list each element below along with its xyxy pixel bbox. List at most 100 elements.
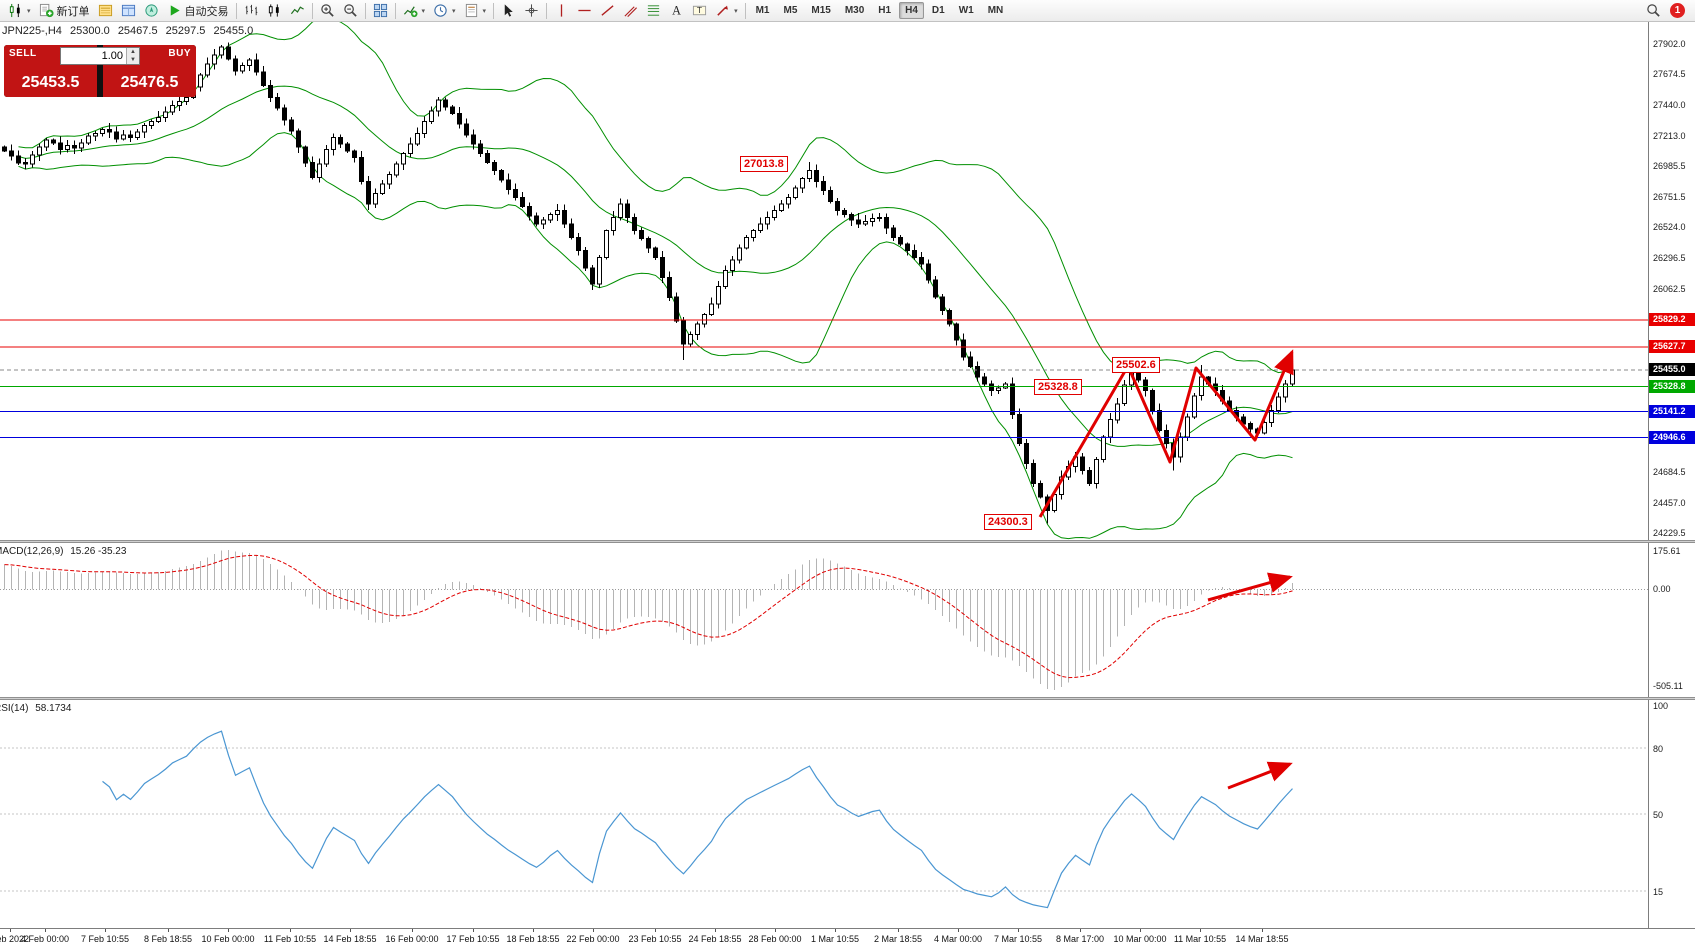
trendline-tool-button[interactable] bbox=[596, 1, 619, 20]
time-tick bbox=[1262, 929, 1263, 932]
arrow-drawing-icon bbox=[715, 3, 730, 18]
volume-increase-button[interactable]: ▲ bbox=[127, 48, 139, 56]
toolbar-right-group: 1 bbox=[1642, 1, 1691, 20]
rsi-canvas[interactable] bbox=[0, 700, 1648, 928]
dropdown-caret-icon: ▾ bbox=[27, 7, 31, 15]
crosshair-tool-button[interactable] bbox=[520, 1, 543, 20]
price-tag: 25328.8 bbox=[1649, 380, 1695, 393]
time-tick bbox=[958, 929, 959, 932]
time-tick bbox=[290, 929, 291, 932]
candle-chart-mode-button[interactable] bbox=[263, 1, 286, 20]
time-axis-label: 2 Mar 18:55 bbox=[873, 934, 923, 944]
time-tick bbox=[715, 929, 716, 932]
macd-histogram bbox=[4, 550, 1293, 690]
price-axis-label: 26524.0 bbox=[1653, 222, 1686, 232]
volume-spinner: ▲ ▼ bbox=[126, 48, 139, 64]
horizontal-line-objects[interactable] bbox=[0, 319, 1648, 438]
fibonacci-tool-button[interactable] bbox=[642, 1, 665, 20]
text-label-tool-button[interactable]: T bbox=[688, 1, 711, 20]
vertical-line-icon bbox=[554, 3, 569, 18]
timeframe-m1-button[interactable]: M1 bbox=[755, 5, 770, 16]
price-chart-panel[interactable]: JPN225-,H4 25300.0 25467.5 25297.5 25455… bbox=[0, 22, 1695, 540]
price-annotation[interactable]: 24300.3 bbox=[984, 514, 1032, 530]
price-annotation[interactable]: 27013.8 bbox=[740, 156, 788, 172]
text-tool-button[interactable]: A bbox=[665, 1, 688, 20]
time-axis-label: 16 Feb 00:00 bbox=[385, 934, 439, 944]
market-watch-button[interactable] bbox=[94, 1, 117, 20]
data-window-button[interactable] bbox=[117, 1, 140, 20]
navigator-button[interactable] bbox=[140, 1, 163, 20]
timeframe-h4-button[interactable]: H4 bbox=[899, 2, 924, 19]
time-axis-label: 18 Feb 18:55 bbox=[506, 934, 560, 944]
timeframe-m30-button[interactable]: M30 bbox=[844, 5, 865, 16]
zoom-in-button[interactable] bbox=[316, 1, 339, 20]
buy-label: BUY bbox=[168, 48, 191, 59]
autotrading-label: 自动交易 bbox=[184, 5, 229, 18]
time-axis-label: 11 Mar 10:55 bbox=[1173, 934, 1227, 944]
price-tag: 25627.7 bbox=[1649, 340, 1695, 353]
toolbar-groups: ▾ 新订单 自动交易 ▾ ▾ ▾ A T ▾ M1 M5 M15 M30 H1 H4 D1 W1 MN bbox=[4, 0, 1010, 22]
price-annotation[interactable]: 25328.8 bbox=[1034, 379, 1082, 395]
price-axis-label: 27213.0 bbox=[1653, 131, 1686, 141]
time-tick bbox=[10, 929, 11, 932]
volume-input[interactable] bbox=[61, 50, 126, 62]
ohlc-low: 25297.5 bbox=[165, 25, 206, 37]
cursor-tool-button[interactable] bbox=[497, 1, 520, 20]
cursor-icon bbox=[501, 3, 516, 18]
indicators-button[interactable]: ▾ bbox=[399, 1, 430, 20]
zoom-out-button[interactable] bbox=[339, 1, 362, 20]
panel-separator-rsi[interactable] bbox=[0, 697, 1695, 700]
price-annotation[interactable]: 25502.6 bbox=[1112, 357, 1160, 373]
timeframe-w1-button[interactable]: W1 bbox=[958, 5, 974, 16]
bar-chart-mode-button[interactable] bbox=[240, 1, 263, 20]
new-order-icon bbox=[39, 3, 54, 18]
price-axis[interactable]: 27902.0 27674.5 27440.0 27213.0 26985.5 26751… bbox=[1648, 22, 1695, 540]
time-tick bbox=[593, 929, 594, 932]
time-tick bbox=[228, 929, 229, 932]
panel-separator-macd[interactable] bbox=[0, 540, 1695, 543]
timeframe-mn-button[interactable]: MN bbox=[987, 5, 1004, 16]
rsi-panel[interactable]: RSI(14) 58.1734 100 80 50 15 bbox=[0, 700, 1695, 928]
timeframe-d1-button[interactable]: D1 bbox=[931, 5, 945, 16]
notification-badge[interactable]: 1 bbox=[1670, 3, 1685, 18]
price-chart-canvas[interactable] bbox=[0, 22, 1648, 540]
arrows-tool-button[interactable]: ▾ bbox=[711, 1, 742, 20]
templates-button[interactable]: ▾ bbox=[460, 1, 491, 20]
vertical-line-tool-button[interactable] bbox=[550, 1, 573, 20]
template-icon bbox=[464, 3, 479, 18]
line-chart-icon bbox=[290, 3, 305, 18]
volume-decrease-button[interactable]: ▼ bbox=[127, 56, 139, 64]
timeframe-m15-button[interactable]: M15 bbox=[811, 5, 831, 16]
clock-icon bbox=[433, 3, 448, 18]
rsi-line bbox=[102, 730, 1293, 909]
tile-windows-button[interactable] bbox=[369, 1, 392, 20]
new-chart-button[interactable]: ▾ bbox=[4, 1, 35, 20]
svg-text:A: A bbox=[672, 4, 681, 18]
time-axis-label: 4 Feb 00:00 bbox=[20, 934, 70, 944]
horizontal-line-tool-button[interactable] bbox=[573, 1, 596, 20]
timeframe-m5-button[interactable]: M5 bbox=[783, 5, 798, 16]
macd-axis: 175.61 0.00 -505.11 bbox=[1648, 543, 1695, 697]
toolbar-divider bbox=[394, 2, 396, 19]
trend-arrow-drawing[interactable] bbox=[1038, 349, 1294, 518]
timeframe-h1-button[interactable]: H1 bbox=[878, 5, 892, 16]
price-axis-label: 27440.0 bbox=[1653, 100, 1686, 110]
autotrading-button[interactable]: 自动交易 bbox=[163, 1, 233, 20]
time-tick bbox=[1200, 929, 1201, 932]
price-axis-label: 26751.5 bbox=[1653, 192, 1686, 202]
macd-panel[interactable]: MACD(12,26,9) 15.26 -35.23 175.61 0.00 -50… bbox=[0, 543, 1695, 697]
channel-tool-button[interactable] bbox=[619, 1, 642, 20]
buy-button[interactable]: BUY 25476.5 bbox=[103, 45, 196, 97]
time-axis-label: 28 Feb 00:00 bbox=[748, 934, 802, 944]
macd-canvas[interactable] bbox=[0, 543, 1648, 697]
line-chart-mode-button[interactable] bbox=[286, 1, 309, 20]
periods-menu-button[interactable]: ▾ bbox=[429, 1, 460, 20]
new-order-button[interactable]: 新订单 bbox=[35, 1, 94, 20]
rsi-trend-arrow[interactable] bbox=[1227, 761, 1293, 790]
macd-trend-arrow[interactable] bbox=[1207, 572, 1293, 602]
help-search-button[interactable] bbox=[1642, 1, 1665, 20]
price-axis-label: 24457.0 bbox=[1653, 498, 1686, 508]
rsi-scale-label: 50 bbox=[1653, 810, 1664, 820]
ohlc-open: 25300.0 bbox=[69, 25, 110, 37]
